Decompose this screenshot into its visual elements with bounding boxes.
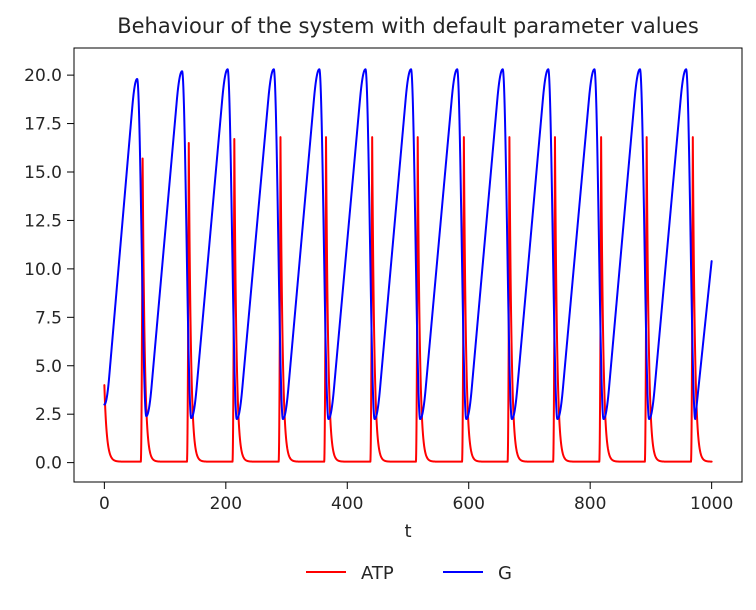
y-tick-label: 12.5 xyxy=(24,211,62,231)
x-tick-label: 400 xyxy=(331,494,363,514)
x-axis-label: t xyxy=(404,521,411,542)
legend-label-atp: ATP xyxy=(361,563,394,584)
x-tick-label: 0 xyxy=(99,494,110,514)
y-tick-label: 20.0 xyxy=(24,66,62,86)
y-tick-label: 17.5 xyxy=(24,115,62,135)
y-tick-label: 7.5 xyxy=(35,308,62,328)
series-line-atp xyxy=(103,136,713,463)
x-tick-label: 1000 xyxy=(690,494,733,514)
legend-label-g: G xyxy=(498,563,512,584)
y-tick-label: 2.5 xyxy=(35,405,62,425)
x-tick-label: 600 xyxy=(453,494,485,514)
y-tick-label: 5.0 xyxy=(35,357,62,377)
x-tick-label: 800 xyxy=(574,494,606,514)
y-tick-label: 0.0 xyxy=(35,454,62,474)
x-tick-label: 200 xyxy=(210,494,242,514)
y-tick-label: 10.0 xyxy=(24,260,62,280)
plot-frame xyxy=(73,47,743,483)
legend: ATP G xyxy=(306,563,512,584)
axis-ticks: 0 200 400 600 800 1000 0.0 2.5 5.0 7.5 10.0 12.5 15.… xyxy=(24,66,733,514)
series-line-g xyxy=(103,68,713,421)
series-lines xyxy=(103,68,713,463)
y-tick-label: 15.0 xyxy=(24,163,62,183)
chart-title: Behaviour of the system with default par… xyxy=(117,14,699,38)
